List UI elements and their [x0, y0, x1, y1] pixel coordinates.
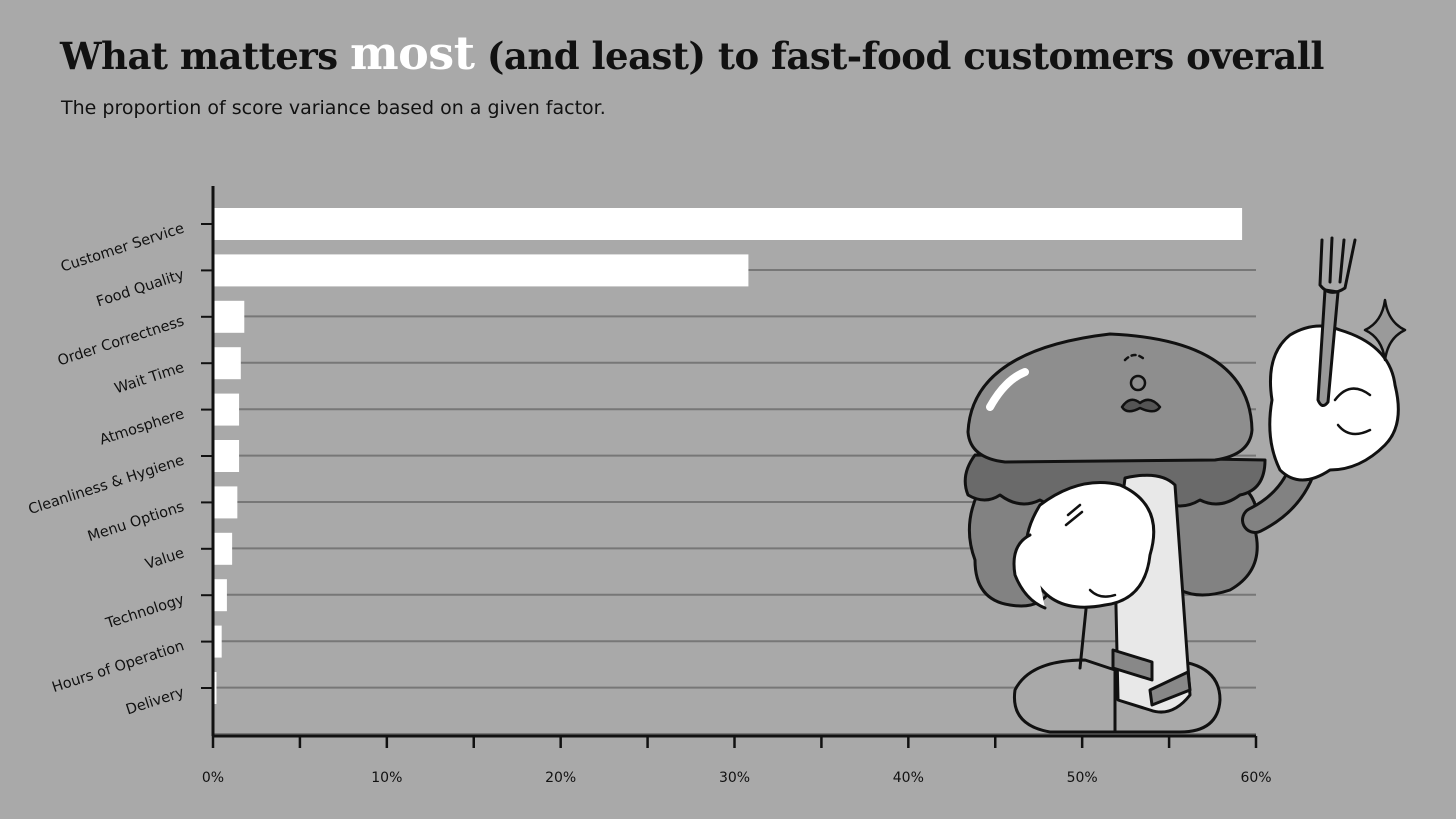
bar-technology: [213, 579, 227, 612]
category-label: Food Quality: [95, 267, 187, 311]
category-label: Customer Service: [59, 221, 186, 276]
title-highlight: most: [349, 26, 475, 80]
category-label: Hours of Operation: [50, 638, 186, 696]
bar-menu-options: [213, 486, 238, 519]
x-tick-label: 20%: [545, 770, 576, 786]
category-label: Order Correctness: [56, 313, 186, 369]
x-tick-label: 30%: [719, 770, 750, 786]
bar-wait-time: [213, 347, 241, 380]
bar-order-correctness: [213, 300, 245, 333]
chart-subtitle: The proportion of score variance based o…: [61, 97, 606, 119]
bar-food-quality: [213, 254, 749, 287]
bar-delivery: [213, 672, 217, 704]
category-label: Menu Options: [86, 499, 186, 545]
bars: [213, 208, 1243, 704]
burger-mascot-illustration: [963, 236, 1407, 734]
x-tick-label: 0%: [202, 770, 224, 786]
bar-customer-service: [213, 208, 1243, 240]
category-label: Value: [143, 545, 186, 573]
category-label: Wait Time: [113, 360, 187, 398]
x-tick-label: 40%: [893, 770, 924, 786]
chart-title: What matters most (and least) to fast-fo…: [60, 26, 1324, 80]
x-tick-label: 10%: [371, 770, 402, 786]
bar-atmosphere: [213, 393, 240, 426]
bar-cleanliness-hygiene: [213, 440, 240, 472]
bar-hours-of-operation: [213, 625, 222, 658]
bar-value: [213, 532, 233, 565]
category-label: Delivery: [124, 684, 187, 718]
title-after: (and least) to fast-food customers overa…: [474, 34, 1325, 78]
x-tick-label: 50%: [1067, 770, 1098, 786]
category-label: Atmosphere: [98, 406, 187, 448]
title-before: What matters: [60, 34, 350, 78]
category-label: Technology: [103, 592, 187, 633]
x-tick-label: 60%: [1240, 770, 1271, 786]
